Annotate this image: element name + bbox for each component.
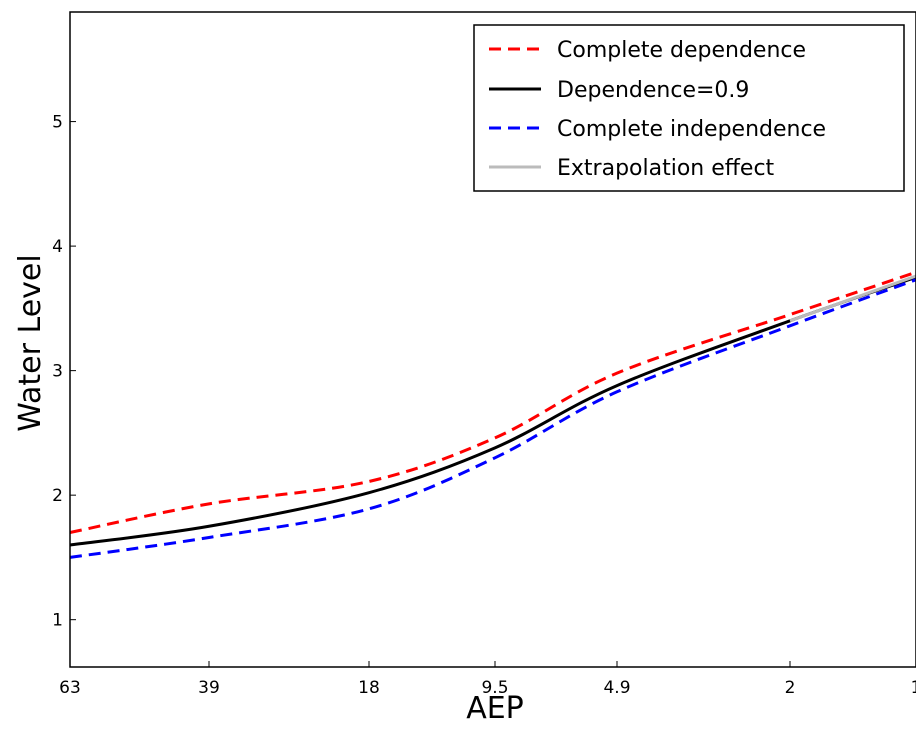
x-tick-label: 1: [911, 678, 916, 698]
y-axis-title: Water Level: [13, 254, 48, 431]
y-tick-label: 3: [52, 362, 63, 382]
plot-frame: [69, 11, 916, 668]
y-tick-label: 2: [52, 486, 63, 506]
x-tick-label: 63: [59, 678, 81, 698]
series-line-2: [69, 275, 916, 547]
x-tick-label: 18: [358, 678, 380, 698]
series-line-4: [789, 274, 916, 323]
series-group: [69, 270, 916, 559]
legend-label-3: Complete independence: [557, 117, 826, 142]
x-tick-label: 9.5: [481, 678, 508, 698]
y-tick-label: 1: [52, 611, 63, 631]
axes-group: 63 39 18 9.5 4.9 2 1 1 2 3 4 5: [52, 11, 916, 698]
x-tick-label: 2: [785, 678, 796, 698]
y-tick-label: 4: [52, 237, 63, 257]
legend-label-1: Complete dependence: [557, 38, 806, 63]
legend-label-4: Extrapolation effect: [557, 156, 775, 181]
x-tick-label: 39: [198, 678, 220, 698]
legend-label-2: Dependence=0.9: [557, 78, 749, 103]
x-axis-title: AEP: [466, 691, 524, 726]
series-line-1: [69, 270, 916, 534]
legend: Complete dependence Dependence=0.9 Complet…: [473, 24, 905, 192]
x-tick-label: 4.9: [603, 678, 630, 698]
series-line-3: [69, 278, 916, 559]
y-tick-label: 5: [52, 113, 63, 133]
legend-box: [473, 24, 905, 192]
